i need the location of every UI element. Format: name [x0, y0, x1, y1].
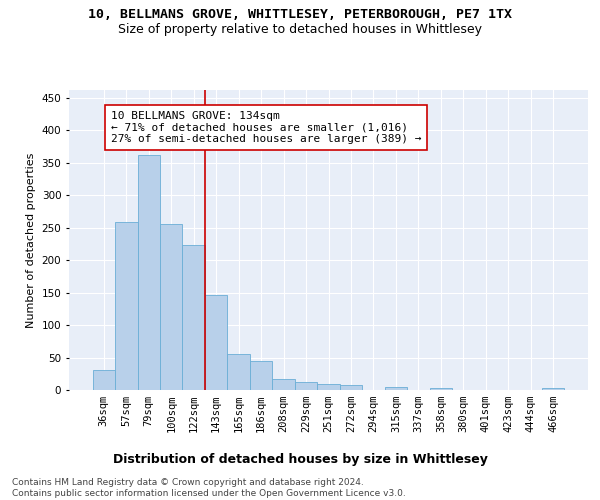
Bar [272, 379, 295, 390]
Text: 10, BELLMANS GROVE, WHITTLESEY, PETERBOROUGH, PE7 1TX: 10, BELLMANS GROVE, WHITTLESEY, PETERBOR… [88, 8, 512, 20]
Bar [137, 155, 160, 390]
Bar [317, 384, 340, 390]
Bar [182, 244, 205, 390]
Bar [542, 388, 565, 390]
Bar [340, 386, 362, 390]
Bar [115, 222, 137, 390]
Bar [92, 370, 115, 390]
Bar [385, 387, 407, 390]
Bar [205, 294, 227, 390]
Text: Distribution of detached houses by size in Whittlesey: Distribution of detached houses by size … [113, 452, 487, 466]
Bar [250, 362, 272, 390]
Text: 10 BELLMANS GROVE: 134sqm
← 71% of detached houses are smaller (1,016)
27% of se: 10 BELLMANS GROVE: 134sqm ← 71% of detac… [110, 111, 421, 144]
Text: Size of property relative to detached houses in Whittlesey: Size of property relative to detached ho… [118, 22, 482, 36]
Y-axis label: Number of detached properties: Number of detached properties [26, 152, 36, 328]
Bar [295, 382, 317, 390]
Bar [430, 388, 452, 390]
Text: Contains HM Land Registry data © Crown copyright and database right 2024.
Contai: Contains HM Land Registry data © Crown c… [12, 478, 406, 498]
Bar [227, 354, 250, 390]
Bar [160, 224, 182, 390]
